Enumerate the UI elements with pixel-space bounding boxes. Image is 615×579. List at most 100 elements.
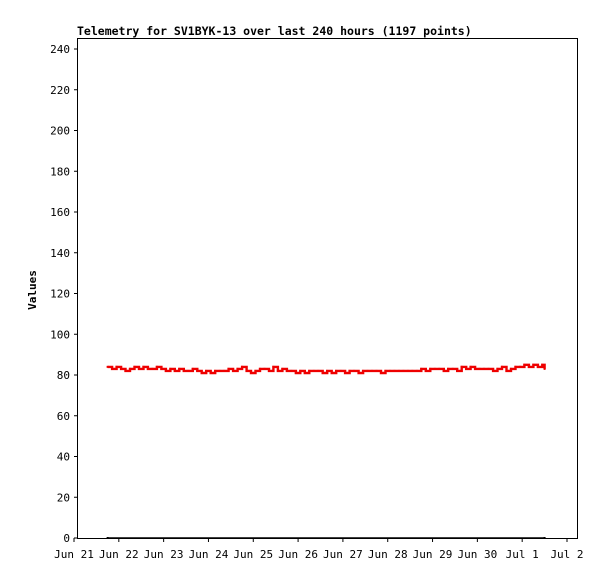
data-point: [312, 369, 315, 372]
data-point: [303, 371, 306, 374]
data-point: [353, 369, 356, 372]
x-tick-label: Jun 26: [278, 548, 318, 561]
data-point: [505, 369, 508, 372]
x-tick-label: Jun 23: [144, 548, 184, 561]
data-point: [411, 369, 414, 372]
data-point: [532, 363, 535, 366]
data-point: [133, 365, 136, 368]
data-point: [137, 367, 140, 370]
data-point: [169, 367, 172, 370]
x-tick-label: Jun 27: [323, 548, 363, 561]
data-point: [164, 369, 167, 372]
data-point: [514, 365, 517, 368]
x-tick-label: Jun 22: [99, 548, 139, 561]
data-point: [536, 365, 539, 368]
x-tick-label: Jun 30: [457, 548, 497, 561]
y-tick-label: 20: [57, 491, 70, 504]
data-point: [415, 369, 418, 372]
y-tick-label: 80: [57, 369, 70, 382]
data-point: [241, 365, 244, 368]
data-point: [272, 365, 275, 368]
data-point: [501, 365, 504, 368]
data-point: [362, 369, 365, 372]
data-point: [106, 365, 109, 368]
x-tick-label: Jun 28: [368, 548, 408, 561]
data-point: [348, 369, 351, 372]
data-point: [375, 369, 378, 372]
data-point: [424, 369, 427, 372]
data-point: [106, 537, 109, 539]
data-point: [129, 367, 132, 370]
y-tick-label: 0: [63, 532, 70, 545]
chart-title: Telemetry for SV1BYK-13 over last 240 ho…: [77, 24, 472, 38]
data-point: [447, 367, 450, 370]
data-point: [187, 369, 190, 372]
data-point: [111, 367, 114, 370]
data-point: [299, 369, 302, 372]
data-point: [218, 369, 221, 372]
data-point: [518, 365, 521, 368]
data-point: [460, 365, 463, 368]
data-point: [254, 369, 257, 372]
data-point: [474, 367, 477, 370]
data-point: [478, 367, 481, 370]
data-point: [191, 367, 194, 370]
data-point: [438, 367, 441, 370]
data-point: [250, 371, 253, 374]
y-tick-label: 40: [57, 451, 70, 464]
data-point: [281, 367, 284, 370]
x-tick-label: Jun 21: [54, 548, 94, 561]
data-point: [214, 369, 217, 372]
data-point: [232, 369, 235, 372]
data-point: [173, 369, 176, 372]
x-tick-label: Jul 2: [550, 548, 583, 561]
data-point: [321, 371, 324, 374]
data-point: [397, 369, 400, 372]
data-point: [223, 369, 226, 372]
data-point: [142, 365, 145, 368]
y-axis: 0 20 40 60 80 100 120 140 160 180 200 220 240: [50, 43, 78, 545]
data-point: [527, 365, 530, 368]
y-tick-label: 240: [50, 43, 70, 56]
data-point: [196, 369, 199, 372]
y-axis-label: Values: [26, 270, 39, 310]
data-point: [115, 365, 118, 368]
data-point: [483, 367, 486, 370]
y-tick-label: 140: [50, 247, 70, 260]
data-point: [317, 369, 320, 372]
data-point: [344, 371, 347, 374]
y-tick-label: 60: [57, 410, 70, 423]
y-tick-label: 220: [50, 84, 70, 97]
data-point: [155, 365, 158, 368]
data-point: [420, 367, 423, 370]
data-point: [402, 369, 405, 372]
data-point: [509, 367, 512, 370]
x-tick-label: Jun 24: [189, 548, 229, 561]
data-point: [308, 369, 311, 372]
data-point: [326, 369, 329, 372]
data-point: [469, 365, 472, 368]
data-point: [380, 371, 383, 374]
data-point: [245, 369, 248, 372]
y-tick-label: 100: [50, 328, 70, 341]
x-tick-label: Jun 25: [233, 548, 273, 561]
data-point: [236, 367, 239, 370]
data-point: [523, 363, 526, 366]
data-point: [451, 367, 454, 370]
data-point: [294, 371, 297, 374]
data-point: [335, 369, 338, 372]
data-point: [146, 367, 149, 370]
data-point: [492, 369, 495, 372]
x-tick-label: Jun 29: [413, 548, 453, 561]
data-point: [160, 367, 163, 370]
data-point: [384, 369, 387, 372]
data-point: [406, 369, 409, 372]
data-point: [487, 367, 490, 370]
data-point: [357, 371, 360, 374]
data-point: [267, 369, 270, 372]
data-point: [388, 369, 391, 372]
data-point: [200, 371, 203, 374]
data-point: [285, 369, 288, 372]
data-point: [209, 371, 212, 374]
